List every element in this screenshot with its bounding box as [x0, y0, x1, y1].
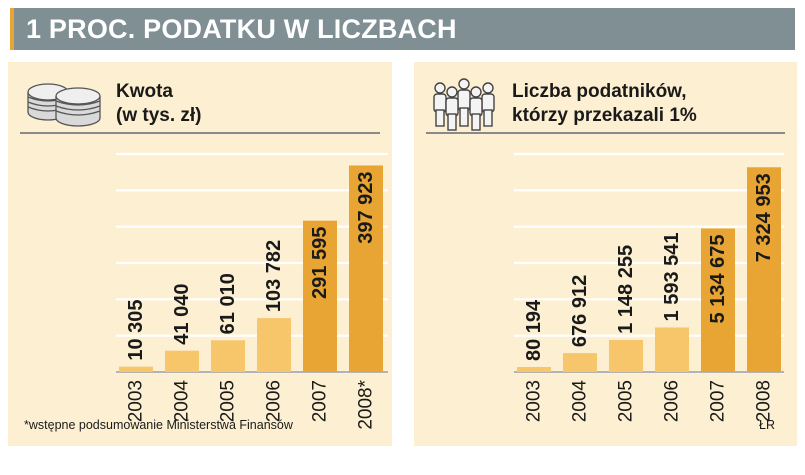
value-label: 41 040	[171, 284, 193, 345]
category-label: 2004	[570, 380, 591, 423]
bar-2005	[211, 340, 245, 372]
bar-2004	[563, 353, 597, 372]
page-title: 1 PROC. PODATKU W LICZBACH	[26, 14, 457, 44]
bar-2006	[257, 318, 291, 372]
category-label: 2007	[310, 380, 331, 422]
amount-title-line2: (w tys. zł)	[116, 105, 202, 126]
title-accent	[10, 8, 14, 50]
taxpayers-title-line1: Liczba podatników,	[512, 81, 687, 102]
category-label: 2006	[662, 380, 683, 422]
value-label: 80 194	[523, 299, 545, 361]
value-label: 103 782	[263, 240, 285, 312]
category-label: 2004	[172, 380, 193, 423]
value-label: 7 324 953	[753, 173, 775, 262]
bar-2006	[655, 327, 689, 372]
bar-2008	[349, 165, 383, 372]
value-label: 10 305	[125, 299, 147, 360]
category-label: 2008*	[356, 379, 377, 429]
amount-panel: Kwota (w tys. zł) 10 305 2003 41 040 2004 61…	[8, 62, 392, 446]
taxpayers-chart: 80 194 2003 676 912 2004 1 148 255 2005 1 593 …	[514, 152, 784, 423]
category-label: 2005	[616, 380, 637, 422]
taxpayers-heading-rule	[426, 132, 785, 134]
amount-title: Kwota (w tys. zł)	[116, 80, 202, 128]
people-icon	[433, 78, 495, 131]
value-label: 397 923	[355, 171, 377, 243]
value-label: 676 912	[569, 275, 591, 347]
category-label: 2003	[524, 380, 545, 422]
bar-2005	[609, 339, 643, 372]
category-label: 2008	[754, 380, 775, 422]
taxpayers-title-line2: którzy przekazali 1%	[512, 105, 697, 126]
value-label: 291 595	[309, 227, 331, 299]
value-label: 61 010	[217, 273, 239, 334]
amount-heading-rule	[20, 132, 380, 134]
taxpayers-heading: Liczba podatników, którzy przekazali 1%	[426, 72, 785, 134]
bar-2004	[165, 350, 199, 372]
value-label: 1 148 255	[615, 245, 637, 334]
coins-icon	[27, 83, 101, 127]
amount-chart: 10 305 2003 41 040 2004 61 010 2005 103 782 200…	[116, 152, 388, 430]
category-label: 2005	[218, 380, 239, 422]
credit: ŁR	[759, 418, 775, 432]
bar-2003	[517, 367, 551, 372]
footnote: *wstępne podsumowanie Ministerstwa Finan…	[24, 418, 293, 432]
taxpayers-title: Liczba podatników, którzy przekazali 1%	[512, 80, 697, 128]
category-label: 2006	[264, 380, 285, 422]
category-label: 2007	[708, 380, 729, 422]
taxpayers-panel: Liczba podatników, którzy przekazali 1% …	[414, 62, 797, 446]
bar-2008	[747, 167, 781, 372]
value-label: 5 134 675	[707, 234, 729, 323]
bar-2007	[303, 220, 337, 372]
amount-title-line1: Kwota	[116, 81, 173, 102]
category-label: 2003	[126, 380, 147, 422]
title-bar: 1 PROC. PODATKU W LICZBACH	[10, 8, 795, 50]
bar-2003	[119, 366, 153, 372]
amount-heading: Kwota (w tys. zł)	[20, 72, 380, 134]
bar-2007	[701, 228, 735, 372]
value-label: 1 593 541	[661, 232, 683, 321]
